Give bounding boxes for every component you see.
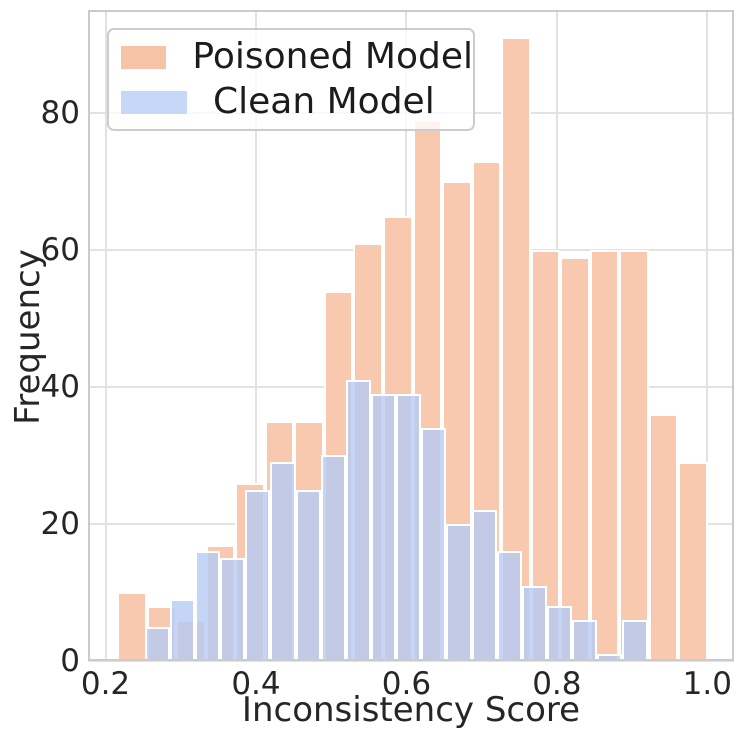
y-tick-label-80: 80 [40, 94, 80, 131]
x-tick-label-0.6: 0.6 [381, 666, 432, 702]
clean-bar-5 [245, 489, 271, 661]
poisoned-bar-18 [619, 249, 649, 661]
poisoned-bar-1 [117, 592, 147, 661]
legend: Poisoned Model Clean Model [107, 28, 475, 131]
clean-bar-20 [622, 619, 648, 661]
y-tick-label-60: 60 [40, 231, 80, 268]
clean-bar-18 [572, 619, 598, 661]
legend-label-clean-model: Clean Model [213, 81, 435, 122]
poisoned-model-swatch-icon [121, 45, 167, 69]
clean-model-swatch-icon [121, 90, 187, 114]
clean-bar-1 [144, 626, 170, 661]
clean-bar-7 [295, 489, 321, 661]
gridline-x-0.4 [254, 10, 257, 661]
x-tick-label-0.8: 0.8 [532, 666, 582, 702]
x-tick-label-1.0: 1.0 [682, 666, 732, 702]
clean-bar-10 [371, 393, 397, 661]
clean-bar-15 [496, 551, 522, 661]
clean-bar-13 [446, 523, 472, 661]
gridline-x-1 [706, 10, 709, 661]
clean-bar-8 [320, 455, 346, 661]
clean-bar-16 [521, 585, 547, 661]
poisoned-bar-17 [589, 249, 620, 661]
clean-bar-6 [270, 462, 296, 661]
clean-bar-11 [396, 393, 422, 661]
x-tick-label-0.2: 0.2 [80, 666, 131, 702]
x-axis-label: Inconsistency Score [241, 690, 581, 730]
legend-item-poisoned-model: Poisoned Model [121, 39, 473, 75]
gridline-y-0 [88, 660, 734, 662]
y-axis-label: Frequency [8, 249, 48, 425]
gridline-x-0.2 [104, 10, 107, 661]
clean-bar-14 [471, 510, 497, 661]
clean-bar-4 [220, 558, 246, 661]
legend-label-poisoned-model: Poisoned Model [192, 36, 473, 77]
poisoned-bar-19 [648, 414, 679, 661]
clean-bar-17 [547, 606, 573, 661]
poisoned-bar-16 [560, 256, 590, 661]
clean-bar-2 [169, 599, 196, 661]
clean-bar-3 [195, 551, 221, 661]
poisoned-bar-20 [678, 462, 708, 661]
x-tick-label-0.4: 0.4 [231, 666, 281, 702]
y-tick-label-0: 0 [60, 643, 80, 679]
clean-bar-12 [421, 428, 447, 661]
legend-item-clean-model: Clean Model [121, 84, 473, 120]
clean-model-bars [88, 10, 734, 661]
y-tick-label-40: 40 [40, 368, 80, 405]
clean-bar-9 [345, 380, 372, 661]
y-tick-label-20: 20 [40, 505, 80, 542]
clean-bar-19 [597, 654, 623, 661]
